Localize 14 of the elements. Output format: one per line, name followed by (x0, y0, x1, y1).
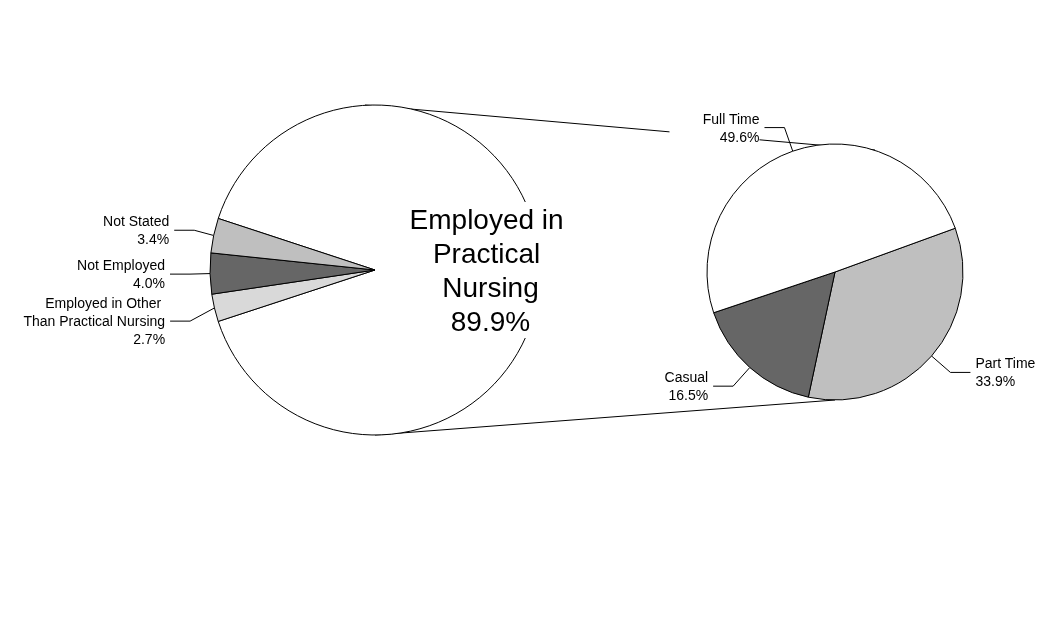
data-label: 16.5% (668, 387, 709, 404)
data-label: 2.7% (133, 331, 166, 348)
data-label: 33.9% (975, 373, 1016, 390)
data-label: 4.0% (133, 275, 165, 292)
slice-label: Not Employed (77, 257, 165, 274)
slice-label: Part Time (975, 355, 1036, 372)
slice-label: Full Time (702, 110, 760, 127)
data-label: 3.4% (137, 231, 170, 248)
slice-label: Not Stated (103, 213, 170, 230)
slice-label: Casual (664, 369, 709, 386)
slice-label: Employed in Practical Nursing (409, 203, 572, 303)
data-label: 49.6% (719, 128, 760, 145)
data-label: 89.9% (450, 305, 531, 337)
slice-label: Employed in Other Than Practical Nursing (23, 295, 166, 330)
